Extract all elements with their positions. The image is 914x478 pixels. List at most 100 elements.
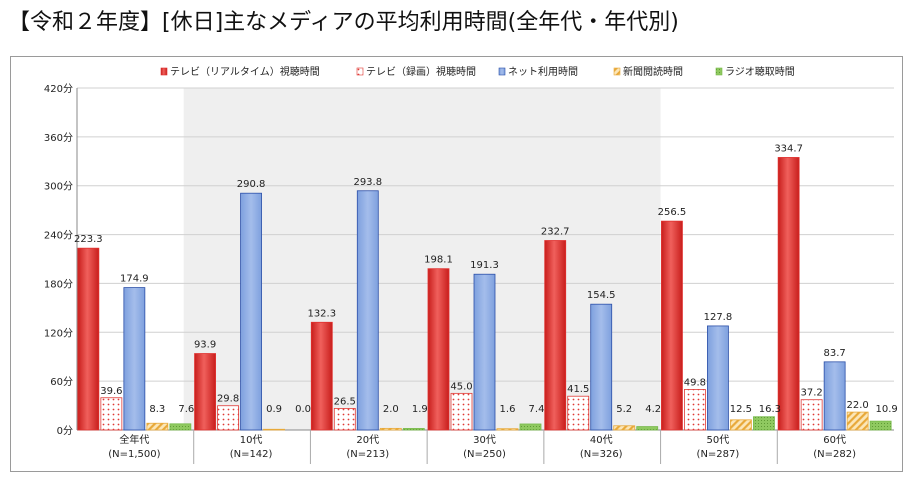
data-label: 1.9 xyxy=(412,404,428,415)
bar-tv_realtime xyxy=(77,247,100,431)
bar-tv_realtime xyxy=(544,240,567,431)
bar-internet xyxy=(240,192,262,431)
data-label: 2.0 xyxy=(383,404,399,415)
shaded-band xyxy=(183,88,661,430)
data-label: 154.5 xyxy=(587,290,616,301)
bar-tv_realtime xyxy=(427,268,450,431)
bar-tv_realtime xyxy=(661,220,683,431)
bar-internet xyxy=(123,287,146,431)
x-tick-sublabel: (N=287) xyxy=(697,449,740,460)
data-label: 12.5 xyxy=(730,404,752,415)
data-label: 39.6 xyxy=(100,386,122,397)
bar-tv_recorded xyxy=(684,389,706,431)
data-label: 83.7 xyxy=(824,348,846,359)
bar-newspaper xyxy=(379,427,402,431)
bar-internet xyxy=(473,273,496,431)
bar-radio xyxy=(402,428,425,431)
y-tick-label: 420分 xyxy=(44,83,73,95)
bar-radio xyxy=(753,416,775,431)
data-label: 8.3 xyxy=(149,404,165,415)
data-label: 37.2 xyxy=(801,388,823,399)
bar-newspaper xyxy=(730,419,752,431)
bar-newspaper xyxy=(263,428,285,431)
data-label: 290.8 xyxy=(237,179,266,190)
data-label: 5.2 xyxy=(616,404,632,415)
y-tick-label: 120分 xyxy=(44,327,73,339)
legend-label: ラジオ聴取時間 xyxy=(725,66,795,78)
bar-tv_recorded xyxy=(217,405,239,431)
data-label: 1.6 xyxy=(500,404,516,415)
data-label: 198.1 xyxy=(424,255,453,266)
bar-newspaper xyxy=(613,425,636,431)
x-tick-sublabel: (N=326) xyxy=(580,449,623,460)
bar-internet xyxy=(356,190,379,431)
y-tick-label: 360分 xyxy=(44,132,73,144)
data-label: 7.4 xyxy=(529,404,545,415)
x-tick-label: 全年代 xyxy=(119,433,149,446)
data-label: 16.3 xyxy=(759,404,781,415)
legend-label: テレビ（リアルタイム）視聴時間 xyxy=(170,65,320,78)
data-label: 22.0 xyxy=(847,400,869,411)
data-label: 334.7 xyxy=(774,143,803,154)
data-label: 41.5 xyxy=(567,384,589,395)
y-tick-label: 0分 xyxy=(57,425,73,437)
data-label: 132.3 xyxy=(307,308,336,319)
bar-tv_recorded xyxy=(800,399,823,431)
x-tick-label: 50代 xyxy=(707,434,730,446)
data-label: 293.8 xyxy=(353,177,382,188)
bar-internet xyxy=(823,361,846,431)
data-label: 191.3 xyxy=(470,260,499,271)
bar-radio xyxy=(169,423,192,431)
bar-tv_recorded xyxy=(333,408,356,431)
legend-swatch xyxy=(498,67,506,76)
x-tick-label: 60代 xyxy=(823,434,846,446)
data-label: 26.5 xyxy=(334,396,356,407)
bar-tv_realtime xyxy=(777,157,800,431)
x-tick-sublabel: (N=142) xyxy=(230,449,273,460)
data-label: 7.6 xyxy=(178,404,194,415)
legend-label: ネット利用時間 xyxy=(508,66,578,78)
y-tick-label: 60分 xyxy=(50,376,73,388)
data-label: 10.9 xyxy=(876,404,898,415)
bar-tv_realtime xyxy=(194,353,216,431)
bar-newspaper xyxy=(846,411,869,431)
bar-tv_recorded xyxy=(450,392,473,431)
legend-swatch xyxy=(613,67,621,76)
x-tick-sublabel: (N=1,500) xyxy=(108,449,160,460)
data-label: 256.5 xyxy=(658,207,687,218)
x-tick-label: 20代 xyxy=(356,434,379,446)
data-label: 223.3 xyxy=(74,234,103,245)
bar-tv_recorded xyxy=(100,397,123,431)
data-label: 127.8 xyxy=(704,312,733,323)
data-label: 4.2 xyxy=(645,404,661,415)
legend-swatch xyxy=(160,67,168,76)
x-tick-sublabel: (N=213) xyxy=(346,449,389,460)
bar-tv_realtime xyxy=(310,321,333,431)
data-label: 29.8 xyxy=(217,394,239,405)
page-title: 【令和２年度】[休日]主なメディアの平均利用時間(全年代・年代別) xyxy=(8,10,679,35)
bar-internet xyxy=(590,303,613,431)
bar-radio xyxy=(636,426,659,431)
legend-label: 新聞閲読時間 xyxy=(623,65,683,78)
y-tick-label: 300分 xyxy=(44,181,73,193)
data-label: 45.0 xyxy=(450,381,472,392)
data-label: 0.0 xyxy=(295,404,311,415)
data-label: 49.8 xyxy=(684,377,706,388)
data-label: 0.9 xyxy=(266,404,282,415)
data-label: 93.9 xyxy=(194,340,216,351)
x-tick-label: 30代 xyxy=(473,434,496,446)
bar-radio xyxy=(869,420,892,431)
y-tick-label: 240分 xyxy=(44,230,73,242)
data-label: 174.9 xyxy=(120,274,149,285)
bar-newspaper xyxy=(496,428,519,431)
bar-internet xyxy=(707,325,729,431)
chart-frame: 0分 60分 120分 180分 240分 300分 360分 420分 全年代 (N=1,500… xyxy=(10,56,903,472)
bar-newspaper xyxy=(146,422,169,431)
data-label: 232.7 xyxy=(541,227,570,238)
legend-swatch xyxy=(356,67,364,76)
x-tick-label: 10代 xyxy=(240,434,263,446)
bar-tv_recorded xyxy=(567,395,590,431)
legend-swatch xyxy=(715,67,723,76)
x-tick-sublabel: (N=282) xyxy=(813,449,856,460)
